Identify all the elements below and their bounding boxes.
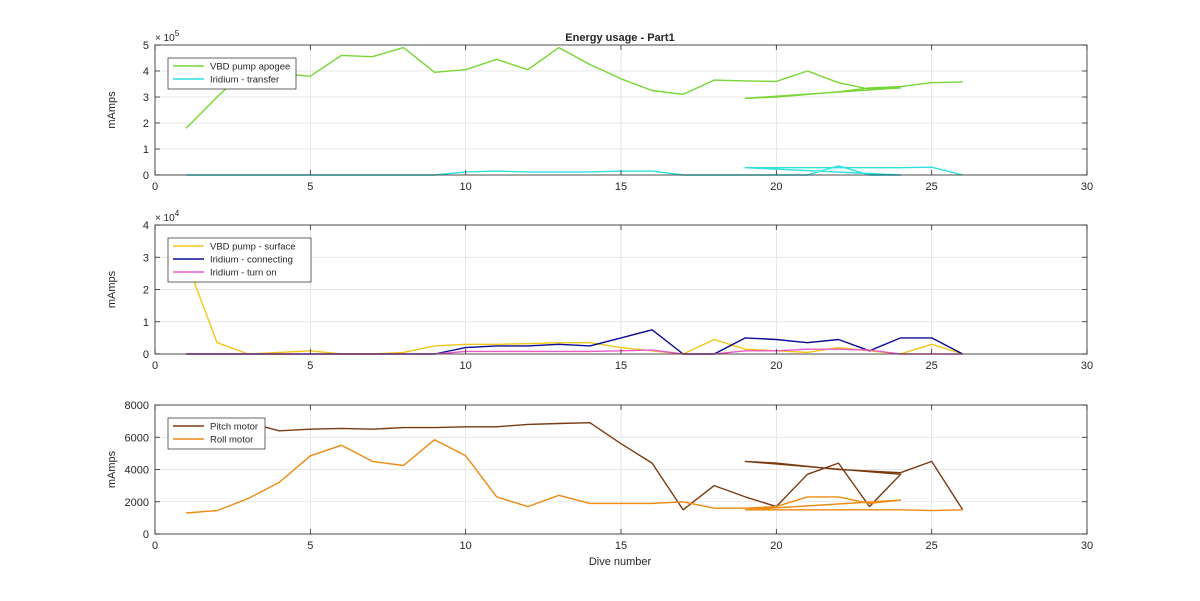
y-tick-label: 5 <box>143 40 149 52</box>
y-tick-label: 1 <box>143 317 149 329</box>
y-tick-label: 4 <box>143 66 149 78</box>
x-axis-label: Dive number <box>589 556 652 568</box>
y-axis-label: mAmps <box>106 91 118 129</box>
x-tick-label: 20 <box>770 360 782 372</box>
x-tick-label: 25 <box>926 360 938 372</box>
figure-title: Energy usage - Part1 <box>565 32 674 44</box>
y-tick-label: 3 <box>143 92 149 104</box>
y-tick-label: 6000 <box>125 432 149 444</box>
x-tick-label: 20 <box>770 181 782 193</box>
x-tick-label: 5 <box>307 540 313 552</box>
legend-box <box>167 57 297 90</box>
legend-label: VBD pump - surface <box>210 242 296 253</box>
y-tick-label: 3 <box>143 252 149 264</box>
legend-label: Iridium - turn on <box>210 268 277 279</box>
y-tick-label: 2 <box>143 118 149 130</box>
legend-box <box>167 417 266 450</box>
x-tick-label: 20 <box>770 540 782 552</box>
y-exponent-power: 4 <box>175 209 180 218</box>
y-tick-label: 2 <box>143 285 149 297</box>
chart-panel-3: 0 5 10 15 20 25 30 0 2000 4000 6000 8000 mAmps Pitch … <box>106 400 1093 552</box>
y-axis-label: mAmps <box>106 270 118 308</box>
series-line-1 <box>186 419 964 511</box>
x-tick-label: 5 <box>307 181 313 193</box>
series-line-1 <box>185 260 963 355</box>
series-line-2 <box>186 439 963 514</box>
y-exponent-label: × 105 <box>155 29 180 44</box>
x-tick-label: 25 <box>926 181 938 193</box>
y-axis-label: mAmps <box>106 450 118 488</box>
x-tick-label: 0 <box>152 540 158 552</box>
y-tick-label: 4000 <box>125 465 149 477</box>
x-tick-label: 25 <box>926 540 938 552</box>
x-tick-label: 30 <box>1081 540 1093 552</box>
x-tick-label: 10 <box>460 181 472 193</box>
y-tick-label: 0 <box>143 529 149 541</box>
legend-label: Roll motor <box>210 435 253 446</box>
x-tick-label: 5 <box>307 360 313 372</box>
legend-label: Pitch motor <box>210 422 258 433</box>
y-tick-label: 0 <box>143 349 149 361</box>
x-tick-label: 15 <box>615 540 627 552</box>
x-tick-label: 0 <box>152 181 158 193</box>
legend-label: Iridium - transfer <box>210 75 279 86</box>
y-tick-label: 0 <box>143 170 149 182</box>
x-tick-label: 30 <box>1081 181 1093 193</box>
y-exponent-power: 5 <box>175 29 180 38</box>
x-tick-label: 15 <box>615 181 627 193</box>
y-tick-label: 1 <box>143 144 149 156</box>
x-tick-label: 0 <box>152 360 158 372</box>
y-exponent-label: × 104 <box>155 209 180 224</box>
legend-label: VBD pump apogee <box>210 62 290 73</box>
legend: VBD pump - surface Iridium - connecting Ir… <box>167 237 312 283</box>
x-tick-label: 10 <box>460 540 472 552</box>
y-tick-label: 8000 <box>125 400 149 412</box>
x-tick-label: 30 <box>1081 360 1093 372</box>
x-tick-label: 15 <box>615 360 627 372</box>
legend-label: Iridium - connecting <box>210 255 293 266</box>
x-tick-label: 10 <box>460 360 472 372</box>
legend: VBD pump apogee Iridium - transfer <box>167 57 297 90</box>
y-tick-label: 4 <box>143 220 149 232</box>
y-tick-label: 2000 <box>125 497 149 509</box>
legend: Pitch motor Roll motor <box>167 417 266 450</box>
series-line-1 <box>185 46 963 129</box>
